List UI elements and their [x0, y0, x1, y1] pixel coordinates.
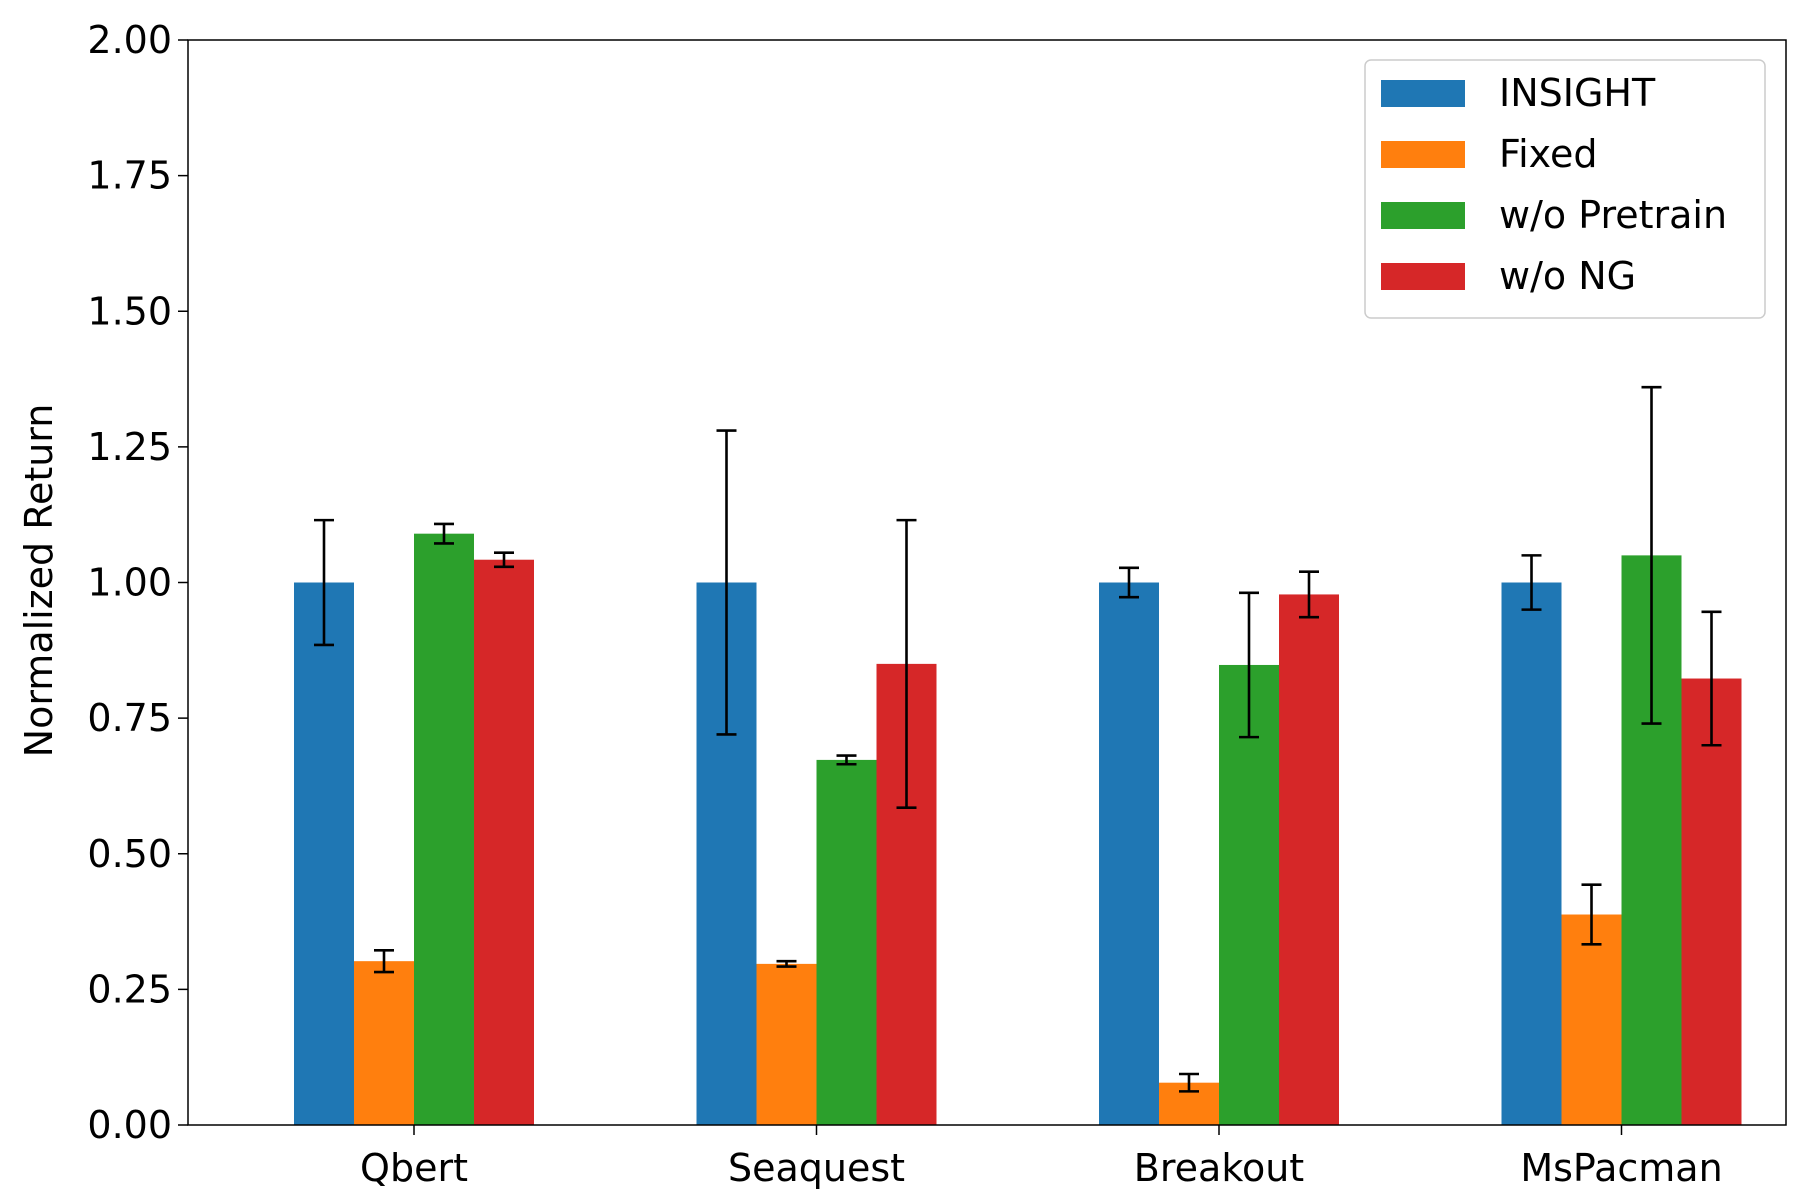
y-axis-title: Normalized Return — [17, 404, 61, 758]
x-axis: Qbert Seaquest Breakout MsPacman — [360, 1125, 1723, 1190]
legend-label: w/o NG — [1499, 254, 1636, 298]
bar — [816, 759, 877, 1125]
legend-box — [1364, 59, 1766, 319]
y-tick-label: 1.50 — [87, 289, 172, 333]
plot-frame — [187, 39, 1787, 1126]
legend-swatch — [1381, 80, 1465, 107]
y-axis: 0.00 0.25 0.50 0.75 1.00 1.25 1.50 1.75 2.00 — [87, 18, 188, 1147]
bar — [1099, 582, 1159, 1125]
legend-swatch — [1381, 263, 1465, 290]
y-tick-label: 1.00 — [87, 561, 172, 605]
x-tick-label: Seaquest — [728, 1146, 905, 1190]
bar — [1681, 678, 1742, 1125]
bar — [474, 559, 534, 1125]
legend-label: Fixed — [1499, 132, 1597, 176]
y-tick-label: 0.50 — [87, 832, 172, 876]
bars-group — [294, 533, 1742, 1125]
bar — [756, 963, 817, 1125]
legend-label: INSIGHT — [1499, 71, 1656, 115]
legend-swatch — [1381, 141, 1465, 168]
y-tick-label: 1.75 — [87, 154, 172, 198]
y-tick-label: 1.25 — [87, 425, 172, 469]
bar — [294, 582, 354, 1125]
x-tick-label: Breakout — [1134, 1146, 1304, 1190]
y-tick-label: 2.00 — [87, 18, 172, 62]
legend: INSIGHT Fixed w/o Pretrain w/o NG — [1364, 59, 1766, 319]
bar — [1279, 594, 1339, 1125]
bar — [414, 533, 474, 1125]
y-tick-label: 0.75 — [87, 696, 172, 740]
bar — [1219, 664, 1279, 1125]
x-tick-label: Qbert — [360, 1146, 468, 1190]
legend-swatch — [1381, 202, 1465, 229]
x-tick-label: MsPacman — [1520, 1146, 1722, 1190]
y-tick-label: 0.25 — [87, 967, 172, 1011]
bar — [1501, 582, 1562, 1125]
legend-label: w/o Pretrain — [1499, 193, 1727, 237]
bar — [1561, 914, 1622, 1125]
error-bars-group — [314, 385, 1722, 1093]
bar — [354, 961, 414, 1125]
y-tick-label: 0.00 — [87, 1103, 172, 1147]
